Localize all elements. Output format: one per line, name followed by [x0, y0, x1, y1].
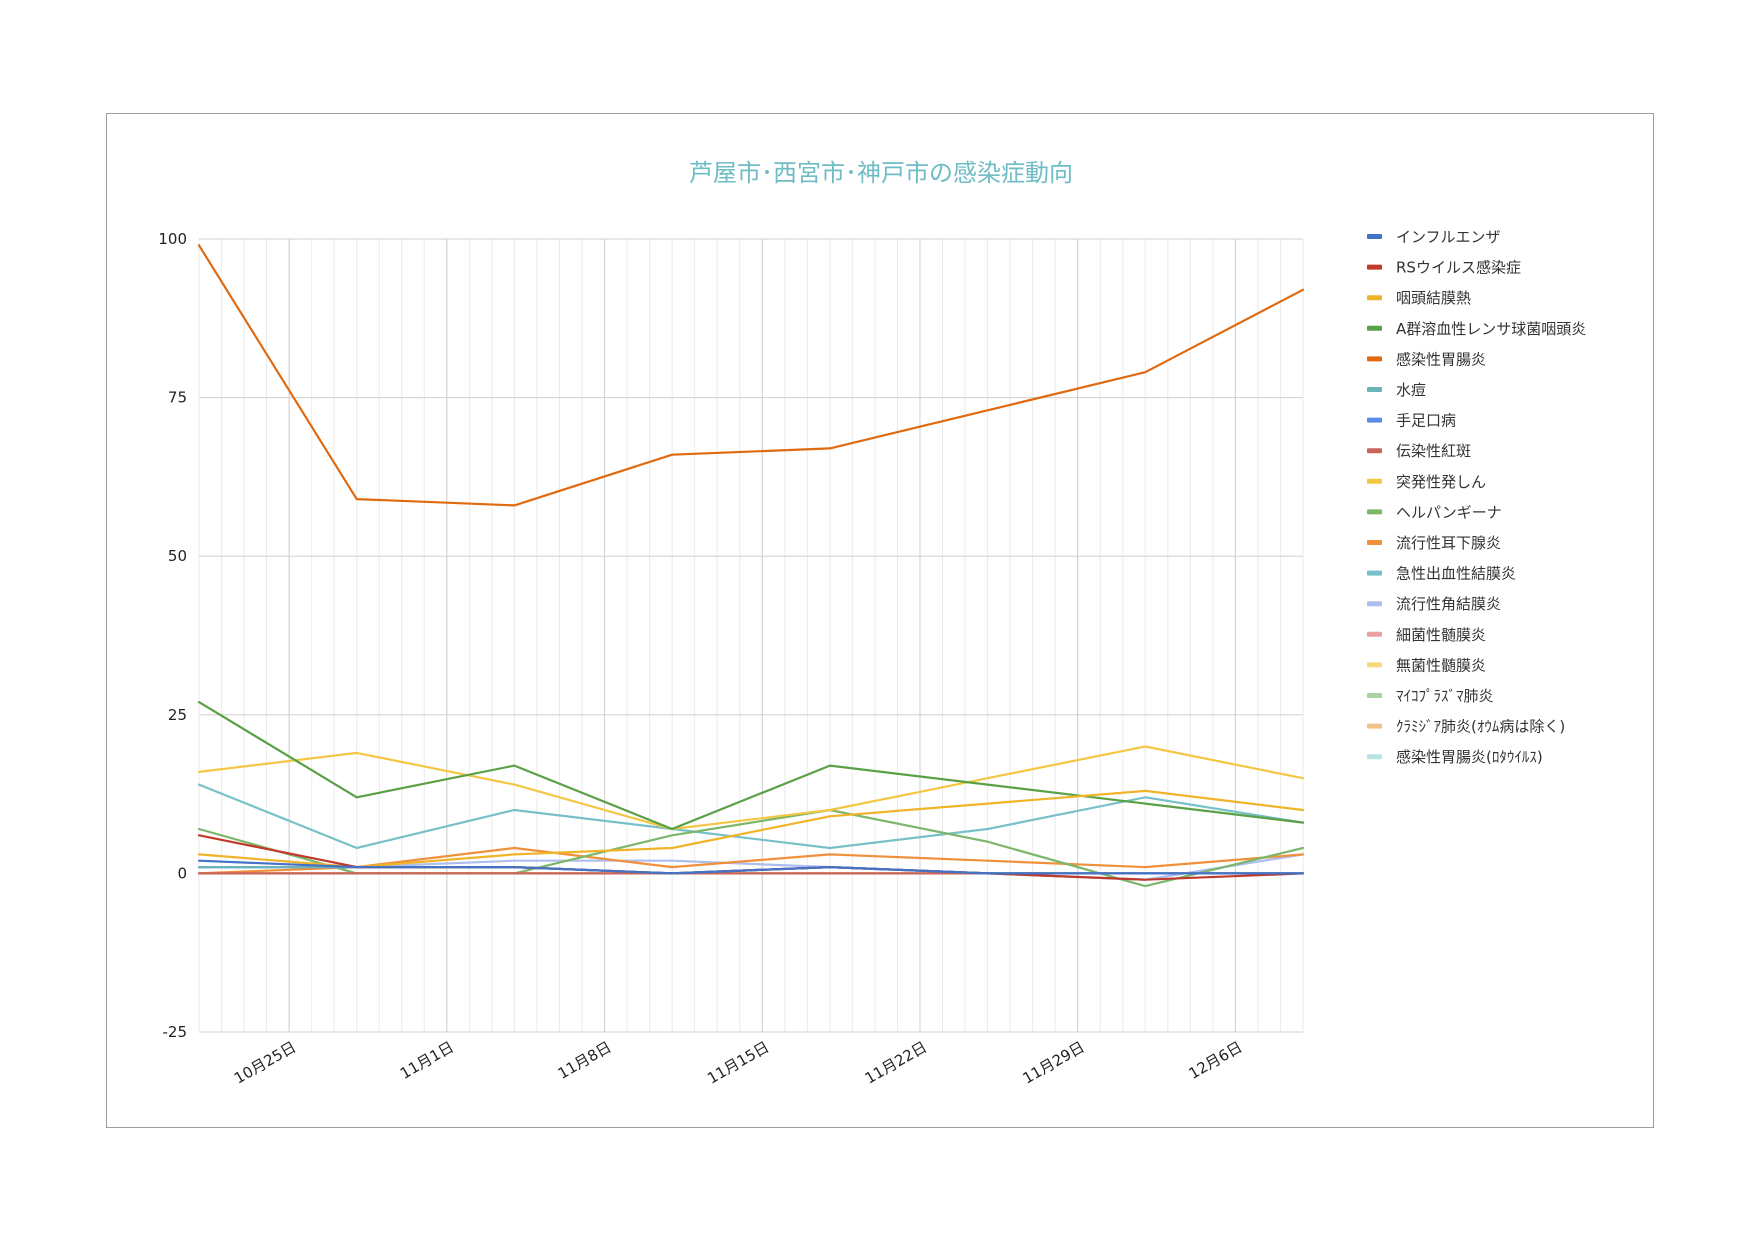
legend-label: インフルエンザ — [1396, 228, 1501, 246]
legend-label: A群溶血性レンサ球菌咽頭炎 — [1396, 320, 1586, 338]
legend-swatch — [1367, 723, 1382, 729]
minor-gridlines — [198, 239, 1304, 1032]
legend-label: 無菌性髄膜炎 — [1396, 656, 1486, 674]
x-tick-label: 12月6日 — [1186, 1038, 1246, 1083]
legend-label: RSウイルス感染症 — [1396, 259, 1521, 277]
legend-swatch — [1367, 264, 1382, 270]
y-tick-label: 50 — [168, 547, 187, 565]
legend-swatch — [1367, 448, 1382, 454]
x-tick-label: 11月8日 — [555, 1038, 615, 1083]
legend-swatch — [1367, 631, 1382, 637]
major-gridlines — [199, 238, 1303, 1033]
legend-label: 水痘 — [1396, 381, 1426, 399]
series-line — [197, 244, 1305, 507]
legend-label: 感染性胃腸炎 — [1396, 350, 1486, 368]
x-tick-label: 11月1日 — [397, 1038, 457, 1083]
x-tick-label: 11月15日 — [704, 1038, 772, 1088]
legend-label: 感染性胃腸炎(ﾛﾀｳｲﾙｽ) — [1396, 748, 1543, 766]
y-tick-label: 25 — [168, 706, 187, 724]
series-line — [197, 808, 1305, 888]
legend-swatch — [1367, 295, 1382, 301]
legend-swatch — [1367, 601, 1382, 607]
legend-label: 細菌性髄膜炎 — [1396, 626, 1486, 644]
legend-label: 手足口病 — [1396, 412, 1456, 430]
y-tick-label: 0 — [177, 864, 187, 882]
legend-label: ﾏｲｺﾌﾟﾗｽﾞﾏ肺炎 — [1396, 687, 1494, 705]
series-line — [197, 783, 1305, 850]
legend-swatch — [1367, 387, 1382, 392]
legend-swatch — [1367, 509, 1382, 515]
series-line — [197, 700, 1305, 831]
series-line — [197, 859, 1305, 875]
y-tick-label: 100 — [158, 230, 187, 248]
legend-label: 流行性耳下腺炎 — [1396, 534, 1501, 552]
legend-swatch — [1367, 754, 1382, 760]
legend-swatch — [1367, 325, 1382, 331]
x-axis-ticks: 10月25日 11月1日 11月8日 11月15日 11月22日 11月29日 12月6日 — [231, 1038, 1245, 1088]
legend-swatch — [1367, 540, 1382, 545]
legend-label: 咽頭結膜熱 — [1396, 289, 1471, 307]
legend-label: 流行性角結膜炎 — [1396, 595, 1501, 613]
y-axis-ticks: 100 75 50 25 0 -25 — [158, 230, 187, 1041]
x-tick-label: 11月29日 — [1020, 1038, 1088, 1088]
legend-swatch — [1367, 417, 1382, 423]
legend-swatch — [1367, 356, 1382, 362]
y-tick-label: -25 — [163, 1023, 188, 1041]
legend-swatch — [1367, 693, 1382, 698]
legend-label: ｸﾗﾐｼﾞｱ肺炎(ｵｳﾑ病は除く) — [1396, 718, 1565, 736]
legend-swatch — [1367, 570, 1382, 576]
x-tick-label: 11月22日 — [862, 1038, 930, 1088]
legend-label: ヘルパンギーナ — [1396, 503, 1502, 521]
legend-swatch — [1367, 234, 1382, 239]
chart-title: 芦屋市･西宮市･神戸市の感染症動向 — [689, 159, 1073, 187]
legend-swatch — [1367, 662, 1382, 668]
chart-frame: 芦屋市･西宮市･神戸市の感染症動向 100 75 50 25 0 -25 10月25日 11… — [106, 113, 1654, 1128]
legend-label: 突発性発しん — [1396, 473, 1486, 491]
legend-label: 急性出血性結膜炎 — [1396, 565, 1516, 583]
y-tick-label: 75 — [168, 389, 187, 407]
line-chart: 芦屋市･西宮市･神戸市の感染症動向 100 75 50 25 0 -25 10月25日 11… — [158, 159, 1586, 1088]
legend-swatch — [1367, 478, 1382, 484]
series-line — [197, 789, 1305, 869]
series-lines — [197, 244, 1305, 888]
series-line — [197, 745, 1305, 831]
x-tick-label: 10月25日 — [231, 1038, 299, 1088]
legend-label: 伝染性紅斑 — [1396, 442, 1471, 460]
